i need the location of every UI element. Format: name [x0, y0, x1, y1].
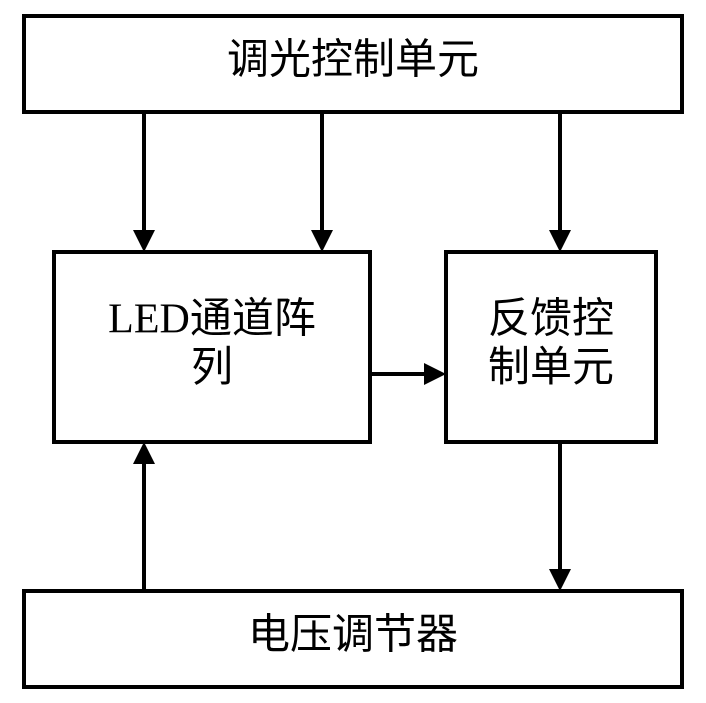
- arrow-head: [424, 363, 446, 385]
- led-label: LED通道阵: [108, 296, 316, 342]
- arrow-head: [133, 442, 155, 464]
- arrow-head: [133, 230, 155, 252]
- dimming-label: 调光控制单元: [227, 38, 479, 84]
- arrow-head: [311, 230, 333, 252]
- arrow-head: [549, 230, 571, 252]
- feedback-label: 反馈控: [488, 296, 614, 342]
- led-label: 列: [191, 345, 233, 391]
- arrow-head: [549, 569, 571, 591]
- feedback-label: 制单元: [488, 345, 614, 391]
- vreg-label: 电压调节器: [248, 613, 458, 659]
